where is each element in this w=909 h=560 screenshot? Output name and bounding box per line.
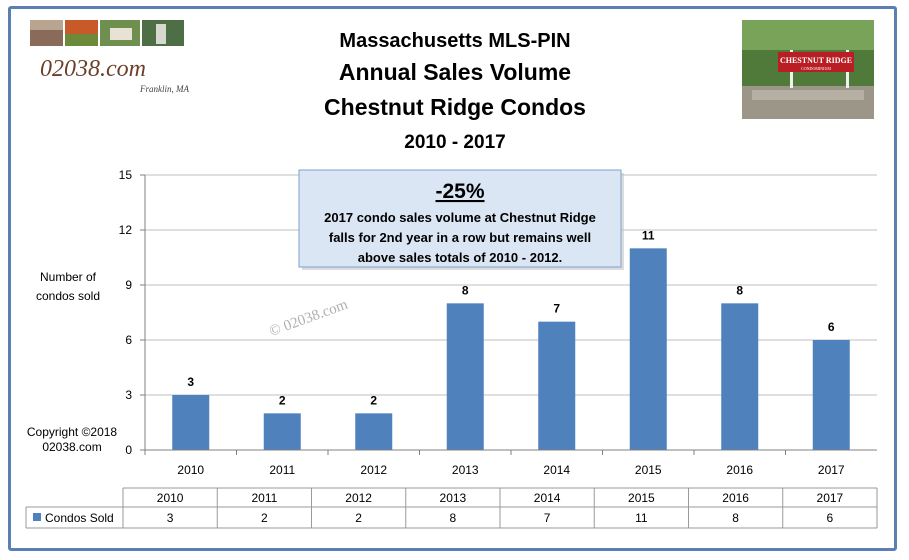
table-header-cell: 2014: [534, 491, 561, 505]
sign-board: [778, 52, 854, 72]
data-labels: 3 2 2 8 7 11 8 6: [187, 228, 835, 407]
logo-site-text: 02038.com: [40, 56, 146, 82]
table-header-cell: 2010: [157, 491, 184, 505]
table-header-cell: 2015: [628, 491, 655, 505]
table-value-cell: 2: [355, 511, 362, 525]
table-value-cell: 7: [544, 511, 551, 525]
x-tick-label: 2017: [818, 463, 845, 477]
data-label: 2: [370, 393, 377, 407]
bar: [446, 303, 484, 450]
bar: [721, 303, 759, 450]
callout-line-1: 2017 condo sales volume at Chestnut Ridg…: [324, 210, 596, 225]
sign-line1: CHESTNUT RIDGE: [780, 56, 852, 65]
table-value-cell: 8: [450, 511, 457, 525]
x-tick-label: 2013: [452, 463, 479, 477]
data-label: 7: [553, 302, 560, 316]
table-header-cell: 2011: [251, 491, 277, 505]
y-tick-label: 6: [125, 333, 132, 347]
watermark: © 02038.com: [267, 297, 350, 340]
y-tick-label: 0: [125, 443, 132, 457]
x-tick-label: 2014: [543, 463, 570, 477]
callout-line-3: above sales totals of 2010 - 2012.: [358, 250, 563, 265]
table-value-cell: 6: [827, 511, 834, 525]
data-label: 8: [462, 283, 469, 297]
legend-swatch: [33, 513, 41, 521]
bar: [172, 395, 210, 450]
y-axis-label-line-1: Number of: [40, 270, 97, 284]
chart-subtitle: 2010 - 2017: [404, 132, 505, 153]
bar: [812, 340, 850, 450]
callout-line-2: falls for 2nd year in a row but remains …: [329, 230, 591, 245]
bar: [629, 248, 667, 450]
sign-line2: CONDOMINIUM: [801, 66, 831, 71]
data-label: 2: [279, 393, 286, 407]
data-label: 6: [828, 320, 835, 334]
data-label: 11: [642, 228, 655, 242]
x-tick-label: 2011: [269, 463, 295, 477]
table-header-cell: 2013: [440, 491, 467, 505]
chart-title-line-3: Chestnut Ridge Condos: [324, 94, 586, 120]
bar: [263, 413, 301, 450]
copyright-line-1: Copyright ©2018: [27, 425, 118, 439]
y-axis-label-line-2: condos sold: [36, 289, 100, 303]
logo: 02038.com Franklin, MA: [30, 20, 189, 94]
bars: [172, 248, 850, 450]
table-header-cell: 2012: [345, 491, 372, 505]
table-header-cell: 2016: [722, 491, 749, 505]
x-tick-label: 2010: [177, 463, 204, 477]
table-value-cell: 8: [732, 511, 739, 525]
x-tick-label: 2015: [635, 463, 662, 477]
y-tick-label: 9: [125, 278, 132, 292]
chart-title-line-1: Massachusetts MLS-PIN: [339, 30, 570, 52]
x-tick-label: 2012: [360, 463, 387, 477]
sign-photo: CHESTNUT RIDGE CONDOMINIUM: [742, 20, 874, 119]
callout-headline: -25%: [435, 180, 484, 203]
bar: [355, 413, 393, 450]
data-table: 2010 3 2011 2 2012 2 2013 8 2014 7 2015 11 2016 8 2017…: [25, 487, 878, 529]
table-value-cell: 11: [635, 511, 648, 525]
x-tick-label: 2016: [726, 463, 753, 477]
y-tick-label: 3: [125, 388, 132, 402]
legend-series-name: Condos Sold: [45, 511, 114, 525]
table-header-cell: 2017: [817, 491, 844, 505]
bar: [538, 321, 576, 450]
data-label: 8: [736, 283, 743, 297]
chart-title-line-2: Annual Sales Volume: [339, 59, 571, 85]
x-axis-categories: 2010 2011 2012 2013 2014 2015 2016 2017: [144, 450, 845, 477]
axes: [144, 175, 877, 451]
logo-town-text: Franklin, MA: [139, 84, 189, 94]
data-label: 3: [187, 375, 194, 389]
table-value-cell: 2: [261, 511, 268, 525]
table-value-cell: 3: [167, 511, 174, 525]
y-tick-label: 12: [119, 223, 133, 237]
callout-box: -25% 2017 condo sales volume at Chestnut…: [298, 169, 624, 270]
y-axis-ticks: 0 3 6 9 12 15: [119, 168, 145, 457]
y-tick-label: 15: [119, 168, 133, 182]
copyright-line-2: 02038.com: [42, 440, 101, 454]
